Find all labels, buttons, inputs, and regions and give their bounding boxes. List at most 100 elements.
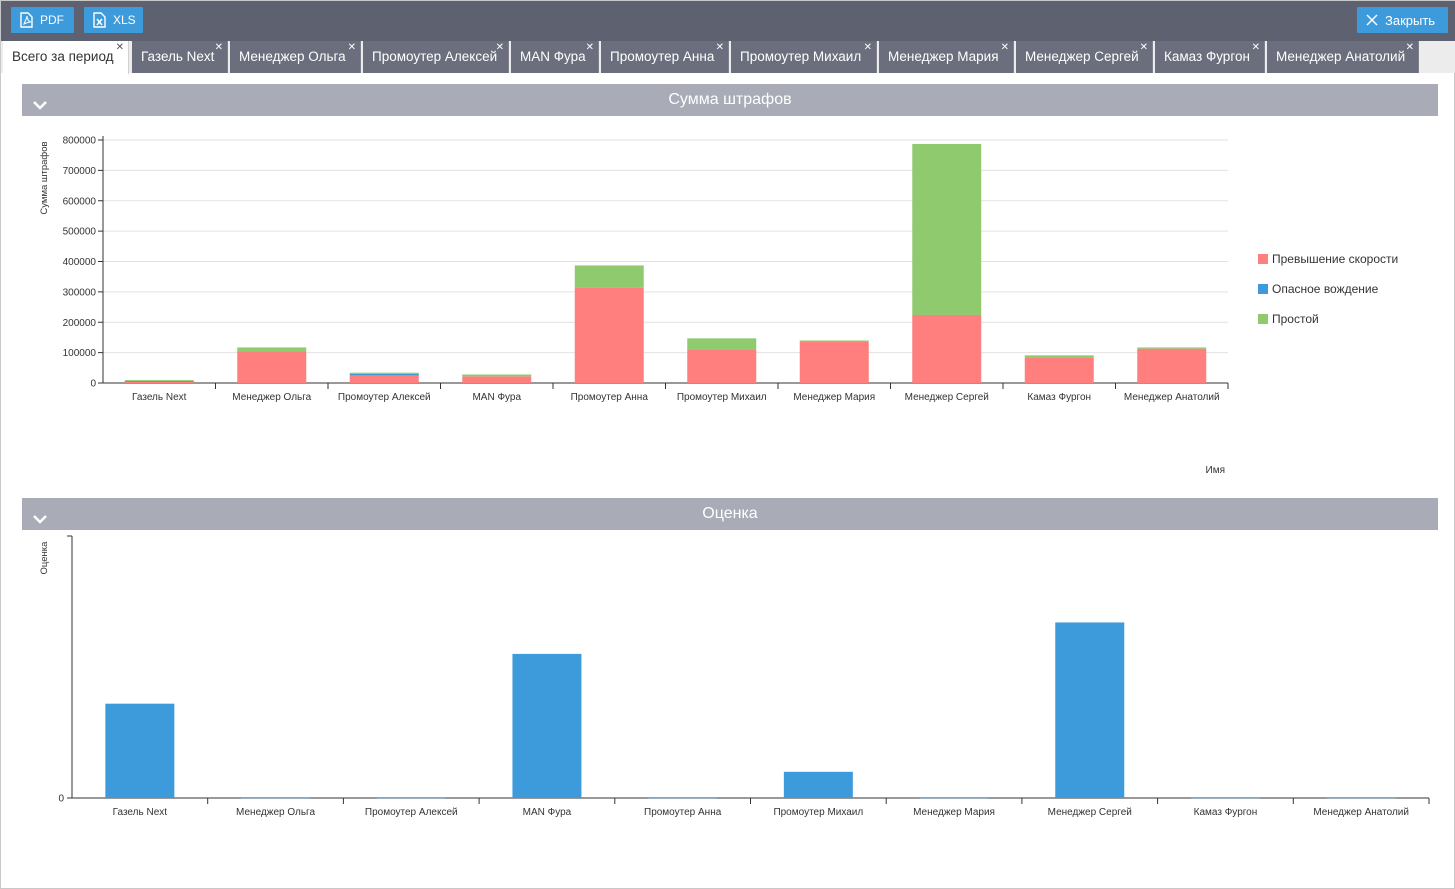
tab-label: Всего за период [12,49,114,64]
pdf-icon [19,12,40,28]
fines-chart-svg: 0 100000 200000 300000 400000 500000 600000 700… [39,136,1398,477]
legend-label: Опасное вождение [1272,282,1379,296]
tab-bar: Всего за период ✕ Газель Next ✕ Менеджер Оль… [1,41,1455,74]
x-tick-label: Промоутер Анна [644,807,722,818]
x-tick-label: Менеджер Сергей [905,392,989,403]
bar-score [1055,622,1125,798]
bar-dangerous [349,373,419,376]
close-button[interactable]: Закрыть [1357,7,1448,33]
tab-8[interactable]: Менеджер Сергей ✕ [1016,41,1153,73]
tab-close-icon[interactable]: ✕ [115,42,124,53]
tab-close-icon[interactable]: ✕ [585,42,594,53]
tab-label: Газель Next [141,49,215,64]
tab-label: Промоутер Алексей [372,49,498,64]
tab-label: Камаз Фургон [1164,49,1250,64]
bar-speeding [912,314,982,383]
export-xls-button[interactable]: XLS [84,7,143,33]
bar-speeding [1024,357,1094,383]
x-axis-title: Имя [1206,465,1225,476]
tab-6[interactable]: Промоутер Михаил ✕ [731,41,877,73]
bar-idle [799,340,869,342]
tab-0[interactable]: Всего за период ✕ [3,41,129,74]
tab-3[interactable]: Промоутер Алексей ✕ [363,41,509,73]
y-tick-label: 300000 [63,287,97,298]
bar-score [919,797,989,799]
fines-chart: 0 100000 200000 300000 400000 500000 600000 700… [22,116,1438,486]
tab-close-icon[interactable]: ✕ [495,42,504,53]
x-tick-label: Промоутер Алексей [365,807,458,818]
bar-speeding [349,375,419,383]
fines-section-title: Сумма штрафов [668,91,792,108]
x-tick-label: Менеджер Ольга [232,392,311,403]
tab-9[interactable]: Камаз Фургон ✕ [1155,41,1265,73]
close-icon [1365,13,1385,27]
tab-5[interactable]: Промоутер Анна ✕ [601,41,729,73]
bar-speeding [574,287,644,383]
x-tick-label: Камаз Фургон [1027,392,1091,403]
legend-swatch [1258,254,1268,264]
y-tick-label: 0 [58,794,64,805]
tab-close-icon[interactable]: ✕ [715,42,724,53]
x-tick-label: Менеджер Анатолий [1124,392,1220,403]
top-toolbar: PDF XLS Закрыть [1,1,1455,41]
bar-score [1190,797,1260,799]
close-label: Закрыть [1385,12,1436,28]
tab-close-icon[interactable]: ✕ [347,42,356,53]
y-tick-label: 100000 [63,348,97,359]
y-axis-title: Сумма штрафов [39,141,50,214]
bar-speeding [462,376,532,383]
legend-swatch [1258,314,1268,324]
chevron-down-icon[interactable] [32,92,48,124]
tab-close-icon[interactable]: ✕ [863,42,872,53]
y-tick-label: 200000 [63,318,97,329]
bar-idle [912,143,982,315]
tab-close-icon[interactable]: ✕ [1405,42,1414,53]
tab-1[interactable]: Газель Next ✕ [132,41,228,73]
bar-score [241,797,311,799]
tab-label: Промоутер Анна [610,49,715,64]
legend-label: Простой [1272,312,1319,326]
export-pdf-label: PDF [40,13,64,27]
chevron-down-icon[interactable] [32,506,48,538]
tab-4[interactable]: MAN Фура ✕ [511,41,599,73]
y-tick-label: 600000 [63,196,97,207]
bar-score [376,797,446,799]
y-tick-label: 0 [90,379,96,390]
legend-label: Превышение скорости [1272,252,1398,266]
bar-speeding [1137,348,1207,383]
x-tick-label: Промоутер Алексей [338,392,431,403]
export-pdf-button[interactable]: PDF [11,7,74,33]
bar-score [783,771,853,798]
tab-7[interactable]: Менеджер Мария ✕ [879,41,1014,73]
tab-close-icon[interactable]: ✕ [214,42,223,53]
export-xls-label: XLS [113,13,136,27]
x-tick-label: Камаз Фургон [1194,807,1258,818]
tab-close-icon[interactable]: ✕ [1251,42,1260,53]
xls-icon [92,12,113,28]
x-tick-label: Промоутер Михаил [677,392,767,403]
score-section-title: Оценка [702,505,758,522]
x-tick-label: Газель Next [113,807,168,818]
tab-label: Менеджер Мария [888,49,999,64]
x-tick-label: Менеджер Анатолий [1313,807,1409,818]
legend-swatch [1258,284,1268,294]
score-chart: 0 Оценка Газель Next Менеджер Ольга Промоуте… [22,530,1438,830]
y-tick-label: 500000 [63,227,97,238]
bar-idle [462,374,532,377]
bar-score [1326,797,1396,799]
tab-label: Промоутер Михаил [740,49,862,64]
fines-section-header: Сумма штрафов [22,84,1438,116]
tab-10[interactable]: Менеджер Анатолий ✕ [1267,41,1419,73]
y-tick-label: 700000 [63,166,97,177]
x-tick-label: Менеджер Ольга [236,807,315,818]
tab-close-icon[interactable]: ✕ [1000,42,1009,53]
x-tick-label: Менеджер Мария [793,392,875,403]
tab-label: Менеджер Ольга [239,49,346,64]
bar-idle [237,347,307,353]
tab-close-icon[interactable]: ✕ [1139,42,1148,53]
x-tick-label: MAN Фура [523,807,572,818]
tab-2[interactable]: Менеджер Ольга ✕ [230,41,361,73]
bar-idle [349,372,419,374]
x-tick-label: MAN Фура [472,392,521,403]
